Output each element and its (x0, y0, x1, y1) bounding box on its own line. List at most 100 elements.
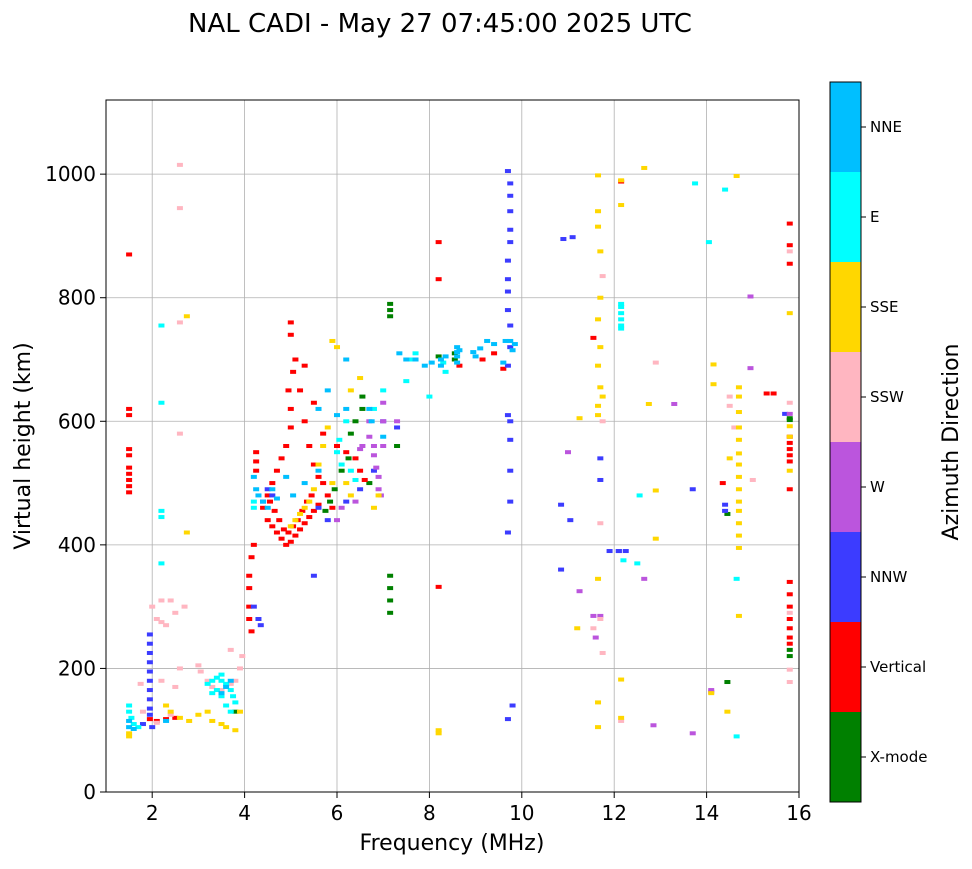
point-sse-33 (435, 728, 442, 733)
point-nnw-35 (504, 308, 511, 313)
point-sse-5 (167, 709, 174, 714)
colorbar-swatch-x-mode (830, 712, 861, 802)
point-ssw-40 (786, 610, 793, 615)
point-vertical-95 (786, 626, 793, 631)
point-x-mode-12 (327, 499, 334, 504)
point-vertical-97 (786, 641, 793, 646)
point-nnw-42 (507, 468, 514, 473)
point-vertical-27 (297, 527, 304, 532)
point-sse-48 (595, 413, 602, 418)
point-sse-65 (735, 385, 742, 390)
colorbar-label-vertical: Vertical (870, 658, 926, 676)
point-sse-43 (597, 345, 604, 350)
point-vertical-10 (253, 450, 260, 455)
point-sse-23 (301, 505, 308, 510)
point-sse-22 (306, 499, 313, 504)
point-nnw-26 (504, 169, 511, 174)
point-w-0 (357, 447, 364, 452)
point-nnw-40 (507, 419, 514, 424)
point-vertical-94 (786, 617, 793, 621)
point-e-1 (126, 709, 133, 714)
point-sse-9 (204, 709, 211, 714)
point-w-4 (370, 453, 377, 458)
point-nne-9 (301, 481, 308, 486)
point-vertical-54 (320, 481, 327, 486)
point-sse-54 (618, 178, 625, 183)
point-ssw-19 (232, 678, 239, 683)
point-sse-15 (324, 425, 331, 430)
data-points (126, 162, 793, 739)
point-sse-29 (357, 376, 364, 381)
point-vertical-79 (719, 481, 726, 486)
point-w-1 (359, 444, 366, 448)
point-sse-78 (735, 545, 742, 550)
point-e-40 (618, 311, 625, 316)
point-sse-4 (163, 703, 170, 708)
point-vertical-63 (301, 363, 308, 368)
point-vertical-69 (357, 468, 364, 473)
point-x-mode-9 (352, 419, 359, 424)
point-ssw-6 (149, 604, 156, 609)
point-sse-16 (320, 444, 327, 448)
point-w-2 (366, 434, 373, 439)
point-nne-17 (396, 351, 403, 356)
x-tick-label-4: 10 (509, 801, 534, 825)
x-tick-label-7: 16 (786, 801, 811, 825)
point-e-5 (158, 323, 165, 328)
point-x-mode-26 (786, 654, 793, 659)
x-tick-label-2: 6 (331, 801, 344, 825)
point-nne-20 (421, 363, 428, 368)
point-e-14 (223, 681, 230, 686)
point-e-23 (218, 678, 225, 683)
point-e-44 (620, 558, 627, 563)
point-nne-16 (380, 434, 387, 439)
point-vertical-1 (126, 406, 133, 411)
point-e-17 (232, 700, 239, 705)
point-nnw-31 (507, 240, 514, 245)
point-nnw-16 (269, 493, 276, 498)
point-nnw-51 (558, 567, 565, 572)
point-vertical-80 (763, 391, 770, 396)
point-nnw-41 (507, 437, 514, 442)
point-vertical-67 (343, 450, 350, 455)
colorbar-label-e: E (870, 208, 879, 226)
point-sse-84 (726, 456, 733, 461)
colorbar-label-sse: SSE (870, 298, 899, 316)
point-sse-76 (735, 521, 742, 526)
point-vertical-82 (786, 221, 793, 226)
point-nne-39 (507, 338, 514, 343)
point-vertical-33 (271, 508, 278, 513)
point-e-2 (128, 715, 135, 720)
point-w-20 (592, 635, 599, 640)
point-w-15 (334, 518, 340, 523)
point-sse-58 (652, 488, 659, 493)
grid-lines (106, 100, 800, 793)
point-vertical-58 (273, 468, 280, 473)
point-nne-10 (315, 468, 322, 473)
point-sse-32 (329, 338, 336, 343)
point-nnw-59 (722, 508, 729, 513)
point-e-3 (130, 722, 137, 727)
point-nnw-34 (504, 289, 511, 294)
point-x-mode-20 (435, 354, 442, 359)
point-w-18 (576, 589, 583, 594)
point-sse-0 (183, 314, 190, 319)
point-vertical-65 (320, 431, 327, 436)
point-ssw-27 (167, 712, 174, 717)
point-ssw-31 (597, 521, 604, 526)
point-vertical-52 (310, 462, 317, 467)
point-vertical-92 (786, 592, 793, 597)
point-vertical-59 (264, 493, 271, 498)
y-tick-label-2: 400 (58, 533, 96, 557)
point-sse-25 (292, 518, 299, 523)
point-nne-27 (454, 354, 461, 359)
point-sse-40 (597, 249, 604, 254)
point-vertical-45 (287, 406, 294, 411)
point-vertical-3 (126, 447, 133, 452)
point-sse-69 (735, 437, 742, 442)
point-vertical-42 (278, 456, 285, 461)
point-sse-11 (218, 722, 225, 727)
point-vertical-74 (456, 363, 463, 368)
point-vertical-43 (283, 444, 290, 448)
point-vertical-16 (246, 586, 253, 591)
